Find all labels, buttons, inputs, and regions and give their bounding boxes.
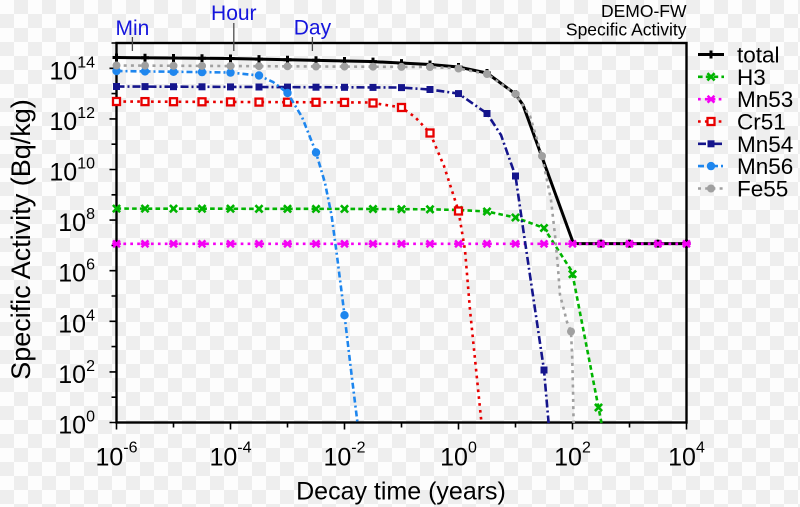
svg-text:Cr51: Cr51 xyxy=(737,110,786,135)
svg-text:Decay time (years): Decay time (years) xyxy=(296,478,506,506)
svg-text:total: total xyxy=(737,43,780,68)
svg-text:Day: Day xyxy=(294,17,332,40)
svg-text:DEMO-FW: DEMO-FW xyxy=(601,1,687,21)
svg-text:Hour: Hour xyxy=(211,2,257,25)
svg-text:108: 108 xyxy=(58,206,95,237)
svg-text:H3: H3 xyxy=(737,65,766,90)
svg-text:Specific Activity: Specific Activity xyxy=(566,20,687,40)
svg-text:Mn53: Mn53 xyxy=(737,87,793,112)
svg-text:Specific Activity (Bq/kg): Specific Activity (Bq/kg) xyxy=(6,99,36,380)
svg-text:Min: Min xyxy=(115,17,149,40)
svg-text:Mn56: Mn56 xyxy=(737,154,793,179)
svg-text:Mn54: Mn54 xyxy=(737,132,793,157)
svg-text:Fe55: Fe55 xyxy=(737,177,788,202)
